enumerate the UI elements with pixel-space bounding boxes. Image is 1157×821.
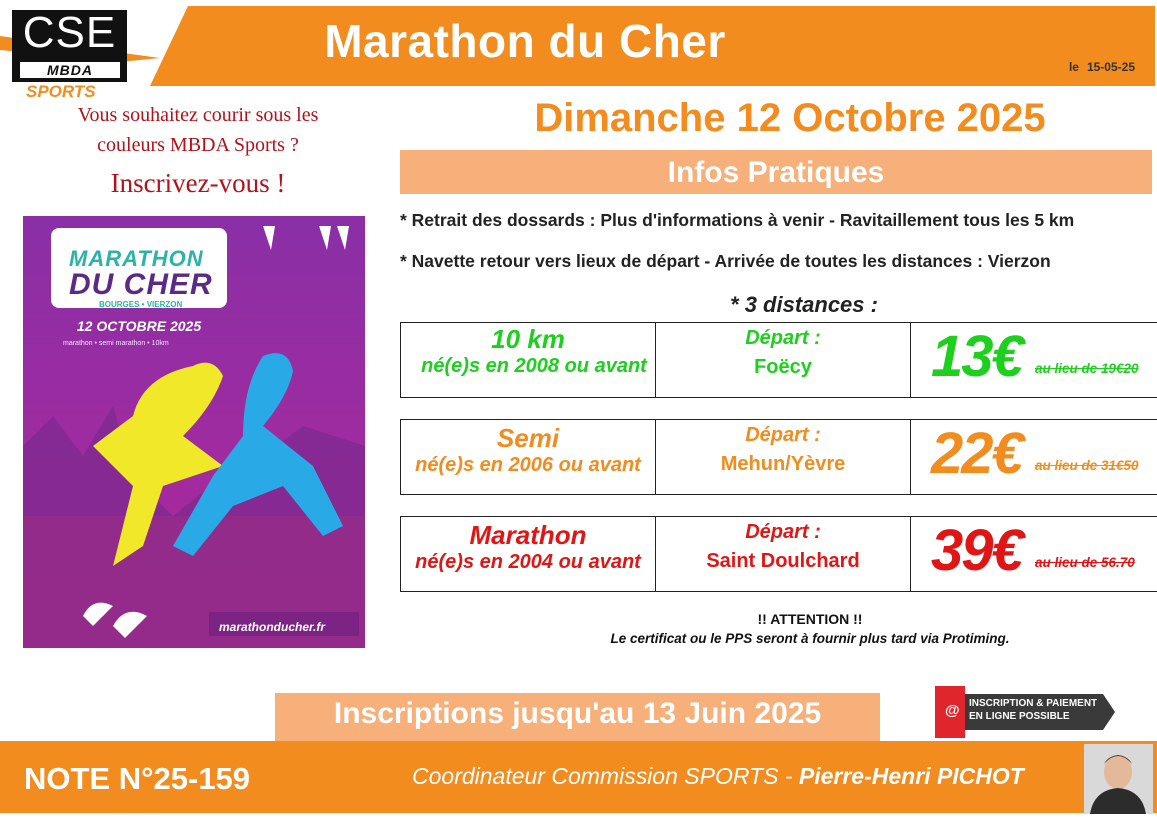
info-bib-pickup: * Retrait des dossards : Plus d'informat… <box>400 210 1075 230</box>
departure-label: Départ : <box>745 521 821 543</box>
race-name: Semi <box>496 423 560 453</box>
avatar <box>1084 744 1153 814</box>
race-price-cell: 39€ au lieu de 56.70 <box>911 517 1157 591</box>
note-number: NOTE N°25-159 <box>24 761 251 796</box>
race-birth-year: né(e)s en 2006 ou avant <box>415 454 641 476</box>
online-registration-badge[interactable]: @ INSCRIPTION & PAIEMENT EN LIGNE POSSIB… <box>935 686 1115 738</box>
race-old-price: au lieu de 56.70 <box>1035 555 1135 570</box>
race-old-price: au lieu de 31€50 <box>1035 458 1139 473</box>
race-name-cell: Marathon né(e)s en 2004 ou avant <box>401 517 656 591</box>
race-row-marathon: Marathon né(e)s en 2004 ou avant Départ … <box>400 516 1157 592</box>
logo-cse-text: CSE <box>22 8 117 57</box>
departure-label: Départ : <box>745 327 821 349</box>
cse-mbda-logo: CSE MBDA <box>12 8 127 82</box>
attention-title: !! ATTENTION !! <box>757 611 863 627</box>
race-departure-cell: Départ : Foëcy <box>656 323 911 397</box>
footer-banner: NOTE N°25-159 Coordinateur Commission SP… <box>0 741 1157 813</box>
departure-place: Foëcy <box>754 356 812 378</box>
poster-brand-line-2: DU CHER <box>69 268 213 301</box>
race-row-semi: Semi né(e)s en 2006 ou avant Départ : Me… <box>400 419 1157 495</box>
race-departure-cell: Départ : Mehun/Yèvre <box>656 420 911 494</box>
person-photo-icon <box>1084 744 1153 814</box>
poster-subtitle: marathon • semi marathon • 10km <box>63 340 169 347</box>
race-birth-year: né(e)s en 2008 ou avant <box>421 355 647 377</box>
race-price-cell: 22€ au lieu de 31€50 <box>911 420 1157 494</box>
logo-mbda-text: MBDA <box>20 62 120 78</box>
date-prefix: le <box>1068 60 1079 74</box>
departure-place: Mehun/Yèvre <box>720 453 846 475</box>
registration-band: Inscriptions jusqu'au 13 Juin 2025 <box>275 693 880 741</box>
coordinator-role: Coordinateur Commission SPORTS - <box>412 763 799 789</box>
logo-sports-text: SPORTS <box>26 82 96 101</box>
registration-deadline: Inscriptions jusqu'au 13 Juin 2025 <box>333 697 822 730</box>
departure-label: Départ : <box>745 424 821 446</box>
race-price-cell: 13€ au lieu de 19€20 <box>911 323 1157 397</box>
event-poster: MARATHON DU CHER BOURGES • VIERZON 12 OC… <box>23 216 365 648</box>
race-name: Marathon <box>469 520 587 550</box>
note-date: le 15-05-25 <box>1069 60 1135 74</box>
poster-brand-line-3: BOURGES • VIERZON <box>99 300 183 309</box>
infos-pratiques-band: Infos Pratiques <box>400 150 1152 194</box>
invite-line-1: Vous souhaitez courir sous les <box>77 104 319 126</box>
coordinator-line: Coordinateur Commission SPORTS - Pierre-… <box>412 763 1024 790</box>
poster-date: 12 OCTOBRE 2025 <box>76 318 202 334</box>
invite-call-to-action: Inscrivez-vous ! <box>110 168 286 198</box>
race-name: 10 km <box>491 324 565 354</box>
date-value: 15-05-25 <box>1086 60 1135 74</box>
coordinator-name: Pierre-Henri PICHOT <box>798 763 1024 789</box>
distances-title: * 3 distances : <box>730 292 878 317</box>
poster-website: marathonducher.fr <box>219 620 326 634</box>
attention-text: Le certificat ou le PPS seront à fournir… <box>610 631 1010 646</box>
at-icon: @ <box>945 702 960 719</box>
info-shuttle: * Navette retour vers lieux de départ - … <box>400 251 1051 271</box>
race-birth-year: né(e)s en 2004 ou avant <box>415 551 641 573</box>
race-price: 39€ <box>931 518 1024 583</box>
race-row-10km: 10 km né(e)s en 2008 ou avant Départ : F… <box>400 322 1157 398</box>
race-price: 22€ <box>931 421 1024 486</box>
race-old-price: au lieu de 19€20 <box>1035 361 1139 376</box>
race-name-cell: Semi né(e)s en 2006 ou avant <box>401 420 656 494</box>
badge-line-1: INSCRIPTION & PAIEMENT <box>969 698 1098 709</box>
race-name-cell: 10 km né(e)s en 2008 ou avant <box>401 323 656 397</box>
header-banner <box>150 6 1155 86</box>
event-date: Dimanche 12 Octobre 2025 <box>534 96 1046 140</box>
poster-logo: MARATHON DU CHER BOURGES • VIERZON <box>51 228 227 309</box>
infos-title: Infos Pratiques <box>667 156 885 189</box>
race-price: 13€ <box>931 324 1024 389</box>
poster-brand-line-1: MARATHON <box>69 246 204 271</box>
page-title: Marathon du Cher <box>324 15 726 67</box>
badge-line-2: EN LIGNE POSSIBLE <box>969 711 1070 722</box>
departure-place: Saint Doulchard <box>706 550 860 572</box>
invite-line-2: couleurs MBDA Sports ? <box>97 134 299 156</box>
race-departure-cell: Départ : Saint Doulchard <box>656 517 911 591</box>
